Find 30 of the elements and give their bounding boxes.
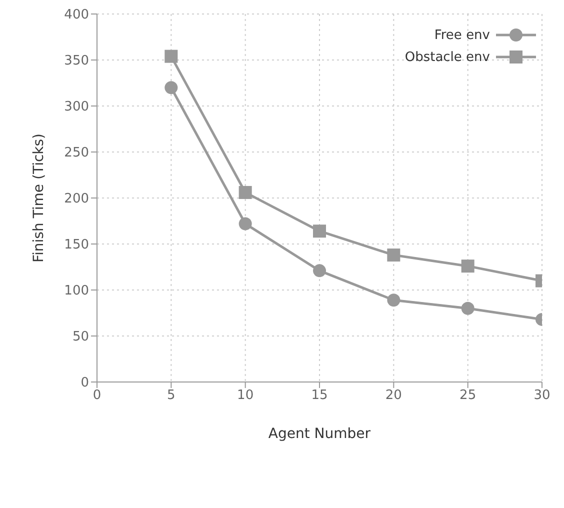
y-axis-title: Finish Time (Ticks) [30,133,47,263]
y-tick-label: 350 [64,54,89,69]
x-tick-label: 30 [534,388,550,404]
point [164,50,178,63]
x-tick-label: 25 [460,388,476,404]
y-tick-label: 0 [80,376,89,391]
x-tick-label: 5 [167,388,176,404]
y-tick-label: 200 [64,192,89,207]
point [238,186,252,199]
point [313,224,326,238]
point [387,294,400,307]
y-tick-label: 50 [72,330,89,345]
x-tick-label: 15 [311,388,328,404]
x-axis-title: Agent Number [268,426,371,442]
point [313,264,326,278]
point [461,260,474,273]
point [461,302,474,315]
x-tick-label: 20 [385,388,402,404]
legend-label: Obstacle env [404,50,490,64]
y-tick-label: 250 [64,146,89,161]
x-tick-label: 10 [237,388,254,404]
legend-label: Free env [434,28,490,42]
y-tick-label: 400 [64,8,89,23]
y-tick-label: 150 [64,238,89,253]
y-tick-label: 300 [64,100,89,115]
x-tick-label: 0 [92,388,102,404]
point [387,248,400,262]
point [238,217,252,230]
y-tick-label: 100 [64,284,89,299]
point [164,81,178,94]
